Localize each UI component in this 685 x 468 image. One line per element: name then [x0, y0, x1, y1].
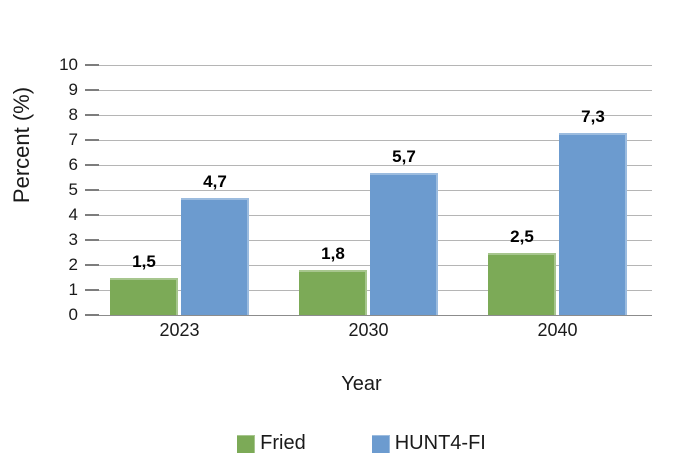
bar-fried-2030 [299, 270, 367, 315]
y-tick-mark [85, 139, 99, 141]
legend-swatch [237, 434, 256, 453]
bar-value-label: 1,8 [321, 244, 345, 263]
y-tick-mark [85, 189, 99, 191]
legend: Fried HUNT4-FI [78, 432, 645, 455]
plot-area: 1,5 4,7 1,8 5,7 2,5 7,3 [85, 64, 652, 316]
y-tick-label: 8 [68, 105, 78, 124]
bar-fried-2023 [110, 277, 178, 315]
gridline-5 [85, 189, 652, 191]
legend-item-hunt4-fi: HUNT4-FI [371, 432, 486, 455]
category-group-2040: 2,5 7,3 [463, 65, 652, 315]
bar-hunt4-fi-2040 [559, 132, 627, 315]
bar-value-label: 2,5 [510, 226, 534, 246]
y-tick-mark [85, 114, 99, 116]
y-tick-label: 0 [68, 305, 78, 324]
y-tick-mark [85, 264, 99, 266]
x-tick-label-2030: 2030 [348, 320, 389, 340]
y-tick-label: 7 [68, 130, 78, 149]
category-group-2023: 1,5 4,7 [85, 65, 274, 315]
gridline-1 [85, 289, 652, 291]
x-axis-title: Year [341, 373, 382, 395]
gridline-2 [85, 264, 652, 266]
y-tick-mark [85, 89, 99, 91]
y-tick-label: 3 [68, 230, 78, 249]
y-tick-mark [85, 214, 99, 216]
bar-value-label: 5,7 [392, 146, 416, 166]
x-tick-label-2040: 2040 [537, 320, 578, 340]
legend-item-fried: Fried [237, 432, 306, 455]
y-tick-label: 6 [68, 155, 78, 174]
bar-value-label: 7,3 [581, 106, 605, 126]
y-tick-label: 10 [59, 55, 78, 74]
legend-swatch [371, 434, 390, 453]
gridline-3 [85, 239, 652, 241]
gridline-0 [85, 314, 652, 316]
gridline-6 [85, 164, 652, 166]
gridline-9 [85, 89, 652, 91]
y-tick-label: 1 [68, 280, 78, 299]
y-tick-mark [85, 64, 99, 66]
bar-value-label: 1,5 [132, 251, 156, 271]
y-tick-mark [85, 289, 99, 291]
legend-label: Fried [260, 432, 306, 454]
y-tick-mark [85, 314, 99, 316]
y-tick-label: 2 [68, 255, 78, 274]
x-tick-label-2023: 2023 [159, 320, 200, 340]
gridline-10 [85, 64, 652, 66]
legend-label: HUNT4-FI [394, 432, 486, 454]
bar-fried-2040 [488, 252, 556, 315]
gridline-4 [85, 214, 652, 216]
bar-hunt4-fi-2023 [181, 197, 249, 315]
y-tick-label: 4 [68, 205, 78, 224]
y-tick-mark [85, 239, 99, 241]
y-tick-label: 9 [68, 80, 78, 99]
bar-hunt4-fi-2030 [370, 172, 438, 315]
y-tick-mark [85, 164, 99, 166]
gridline-7 [85, 139, 652, 141]
y-tick-label: 5 [68, 180, 78, 199]
bar-value-label: 4,7 [203, 171, 227, 191]
gridline-8 [85, 114, 652, 116]
category-group-2030: 1,8 5,7 [274, 65, 463, 315]
